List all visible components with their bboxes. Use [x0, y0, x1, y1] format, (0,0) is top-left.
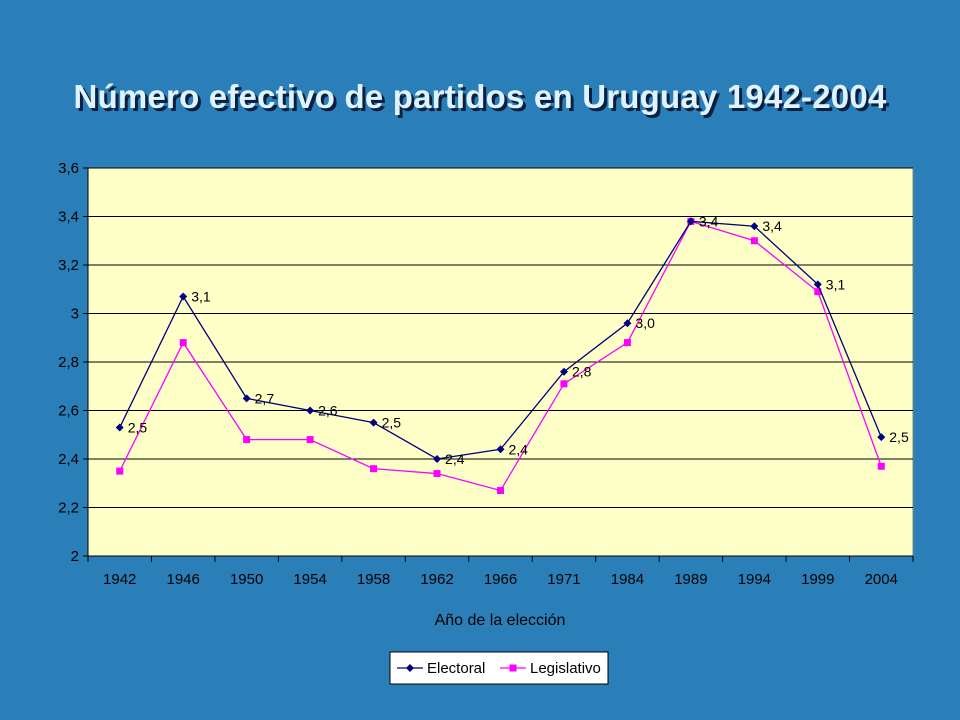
data-label-electoral: 2,8: [572, 364, 592, 380]
y-tick-label: 2,2: [58, 500, 79, 517]
x-axis-ticks: 1942 1946 1950 1954 1958 1962 1966 1971 1984 1989…: [87, 556, 914, 588]
marker-legislativo: [306, 436, 314, 444]
marker-electoral: [623, 319, 632, 328]
marker-legislativo: [750, 237, 758, 245]
data-label-electoral: 3,4: [762, 218, 782, 234]
marker-electoral: [813, 280, 822, 289]
legend-box: [389, 651, 609, 685]
x-tick-label: 1994: [738, 571, 771, 588]
x-tick-label: 1971: [547, 571, 580, 588]
marker-electoral: [686, 217, 695, 226]
marker-legislativo: [877, 462, 885, 470]
data-label-electoral: 2,7: [255, 390, 275, 406]
y-tick-label: 2: [71, 548, 79, 565]
y-axis-ticks: 2 2,2 2,4 2,6 2,8 3 3,2 3,4 3,6: [58, 160, 88, 565]
y-tick-label: 3,4: [58, 209, 79, 226]
y-tick-label: 2,8: [58, 354, 79, 371]
y-tick-label: 3,2: [58, 257, 79, 274]
marker-electoral: [242, 394, 251, 403]
data-label-electoral: 3,0: [635, 315, 655, 331]
data-label-electoral: 3,4: [699, 213, 719, 229]
x-tick-label: 1989: [674, 571, 707, 588]
slide-title: Número efectivo de partidos en Uruguay 1…: [73, 78, 887, 115]
y-tick-label: 2,6: [58, 403, 79, 420]
marker-legislativo: [116, 467, 124, 475]
marker-legislativo: [497, 487, 504, 495]
x-tick-label: 2004: [865, 571, 898, 588]
marker-electoral: [496, 445, 505, 454]
series-layer: 2,5 3,1 2,7 2,6 2,5 2,4 2,4 2,8 3,0 3,4 3,4 3,1 2,5: [115, 213, 909, 495]
marker-legislativo: [433, 470, 441, 478]
x-tick-label: 1962: [420, 571, 453, 588]
legend-label-legislativo: Legislativo: [530, 660, 601, 677]
legend-marker-legislativo: [509, 664, 517, 672]
marker-legislativo: [623, 339, 631, 347]
marker-electoral: [559, 367, 568, 376]
marker-legislativo: [243, 436, 251, 444]
marker-legislativo: [179, 339, 187, 347]
gridlines: [88, 167, 913, 508]
data-label-electoral: 3,1: [191, 289, 211, 305]
x-tick-label: 1954: [293, 571, 326, 588]
data-label-electoral: 2,5: [889, 429, 909, 445]
marker-legislativo: [370, 465, 378, 473]
marker-legislativo: [814, 288, 822, 296]
x-tick-label: 1946: [167, 571, 200, 588]
data-label-electoral: 2,4: [445, 451, 465, 467]
data-label-electoral: 2,4: [509, 441, 529, 457]
x-tick-label: 1966: [484, 571, 517, 588]
x-tick-label: 1958: [357, 571, 390, 588]
marker-electoral: [877, 433, 886, 442]
data-label-electoral: 2,5: [382, 415, 402, 431]
marker-electoral: [433, 455, 442, 463]
x-tick-label: 1950: [230, 571, 263, 588]
marker-electoral: [750, 222, 759, 231]
legend-marker-electoral: [406, 664, 414, 672]
data-label-electoral: 2,6: [318, 403, 338, 419]
marker-legislativo: [560, 380, 568, 388]
x-tick-label: 1942: [103, 571, 136, 588]
data-label-electoral: 2,5: [128, 419, 148, 435]
legend: Electoral Legislativo: [389, 651, 609, 685]
x-axis-title: Año de la elección: [435, 612, 566, 629]
x-tick-label: 1999: [801, 571, 834, 588]
x-tick-label: 1984: [611, 571, 644, 588]
y-tick-label: 3: [71, 306, 79, 323]
marker-electoral: [115, 423, 124, 432]
data-label-electoral: 3,1: [826, 276, 846, 292]
y-tick-label: 2,4: [58, 451, 79, 468]
legend-label-electoral: Electoral: [427, 660, 485, 677]
marker-electoral: [306, 406, 315, 415]
marker-electoral: [369, 418, 378, 427]
marker-electoral: [179, 292, 188, 301]
y-tick-label: 3,6: [58, 160, 79, 177]
